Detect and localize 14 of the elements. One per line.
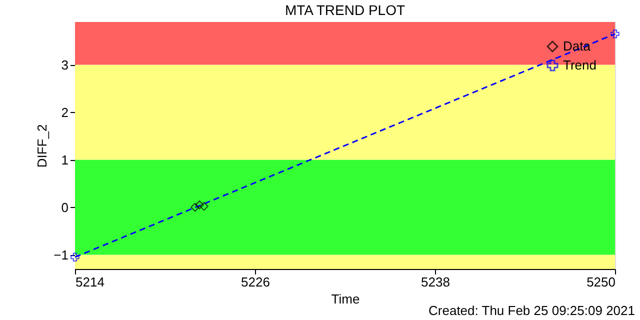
y-tick-label: −1: [54, 247, 68, 262]
y-tick-label: 1: [61, 152, 68, 168]
x-axis-title: Time: [331, 292, 360, 306]
y-tick-label: 3: [61, 57, 68, 72]
text: Created: Thu Feb 25 09:25:09 2021: [428, 303, 635, 318]
x-tick-label: 5238: [421, 274, 450, 290]
legend-label: Data: [563, 38, 592, 54]
x-tick-label: 5214: [76, 274, 104, 290]
x-tick-label: 5250: [586, 274, 616, 290]
x-tick-label: 5226: [241, 274, 270, 290]
y-axis-title: DIFF_2: [34, 124, 50, 168]
y-tick-label: 0: [61, 200, 68, 215]
chart-title: MTA TREND PLOT: [284, 2, 406, 18]
y-tick-label: 2: [61, 104, 68, 120]
